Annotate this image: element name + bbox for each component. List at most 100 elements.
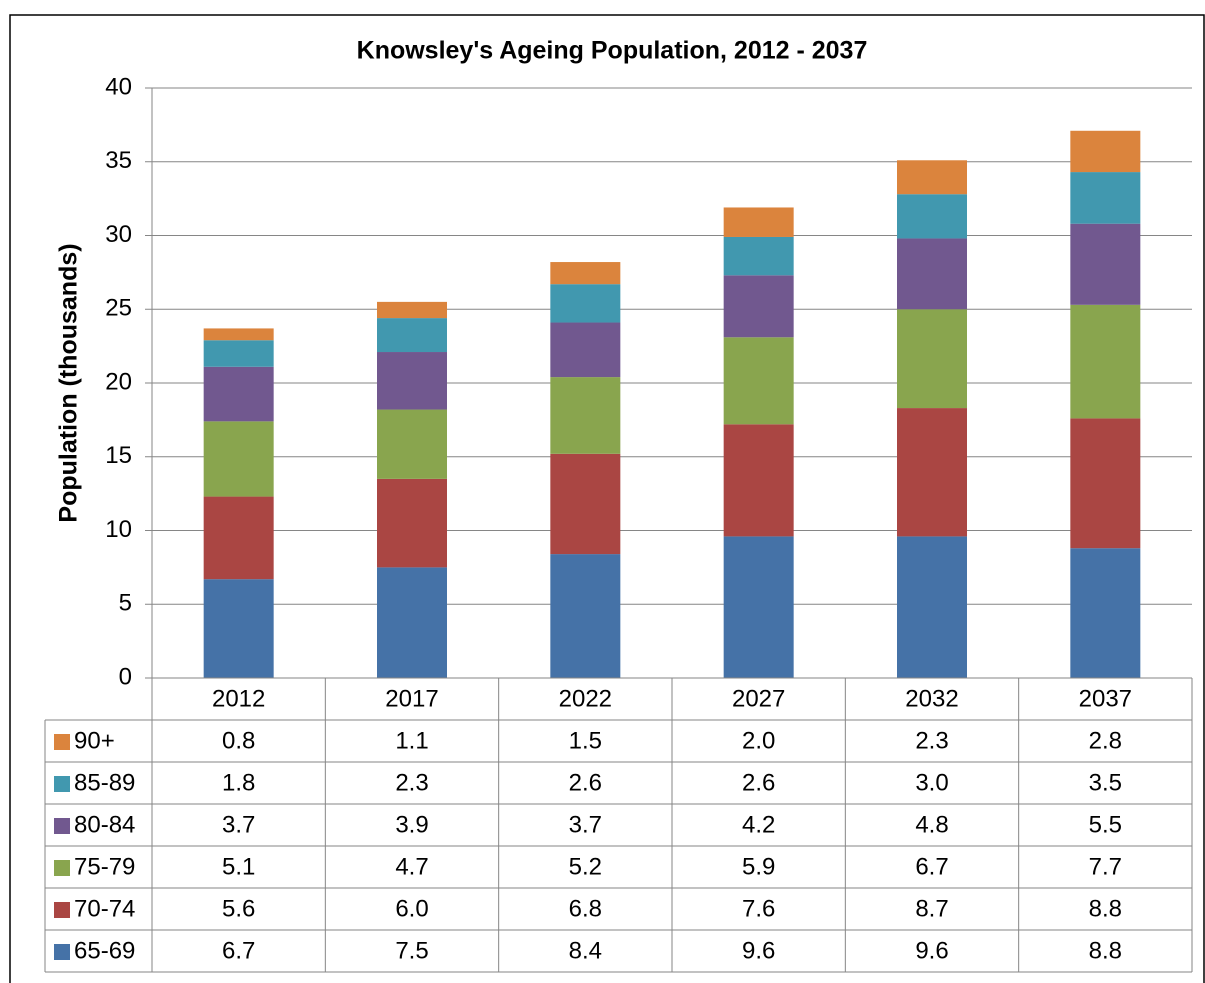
table-value: 7.6	[742, 895, 775, 922]
bar-segment	[377, 567, 447, 678]
y-tick-label: 35	[105, 147, 132, 174]
table-value: 2.8	[1089, 727, 1122, 754]
table-value: 6.8	[569, 895, 602, 922]
table-value: 1.1	[395, 727, 428, 754]
bar-segment	[550, 262, 621, 285]
x-tick-label: 2022	[559, 685, 612, 712]
bar-segment	[377, 409, 447, 479]
table-value: 2.6	[742, 769, 775, 796]
x-tick-label: 2037	[1079, 685, 1132, 712]
table-value: 1.5	[569, 727, 602, 754]
y-tick-label: 0	[119, 663, 132, 690]
legend-key	[54, 860, 70, 876]
bar-segment	[550, 453, 621, 555]
bar-segment	[377, 352, 447, 410]
bar-segment	[1070, 418, 1141, 549]
legend-key	[54, 818, 70, 834]
bar-segment	[203, 340, 274, 367]
table-value: 5.2	[569, 853, 602, 880]
legend-label: 90+	[74, 727, 115, 754]
table-value: 3.7	[569, 811, 602, 838]
table-value: 8.8	[1089, 937, 1122, 964]
table-value: 4.2	[742, 811, 775, 838]
bar-segment	[723, 536, 794, 678]
table-value: 1.8	[222, 769, 255, 796]
legend-key	[54, 776, 70, 792]
table-value: 2.6	[569, 769, 602, 796]
bar-segment	[723, 207, 794, 237]
x-tick-label: 2027	[732, 685, 785, 712]
bar-segment	[203, 496, 274, 580]
table-value: 9.6	[742, 937, 775, 964]
x-tick-label: 2032	[905, 685, 958, 712]
table-value: 2.3	[395, 769, 428, 796]
bar-segment	[203, 366, 274, 422]
table-value: 5.6	[222, 895, 255, 922]
table-value: 6.7	[915, 853, 948, 880]
table-value: 4.7	[395, 853, 428, 880]
bar-segment	[377, 478, 447, 568]
bar-segment	[723, 337, 794, 425]
bar-segment	[203, 328, 274, 341]
bar-segment	[723, 236, 794, 276]
bar-segment	[897, 309, 967, 409]
bar-segment	[1070, 130, 1141, 173]
bar-segment	[203, 421, 274, 497]
bar-segment	[1070, 304, 1141, 419]
table-value: 5.5	[1089, 811, 1122, 838]
legend-key	[54, 734, 70, 750]
bar-segment	[377, 318, 447, 353]
table-value: 3.0	[915, 769, 948, 796]
table-value: 2.0	[742, 727, 775, 754]
table-value: 3.7	[222, 811, 255, 838]
x-tick-label: 2012	[212, 685, 265, 712]
bar-segment	[550, 322, 621, 378]
legend-label: 70-74	[74, 895, 135, 922]
legend-key	[54, 902, 70, 918]
table-value: 7.5	[395, 937, 428, 964]
bar-segment	[1070, 172, 1141, 224]
legend-label: 80-84	[74, 811, 135, 838]
bar-segment	[550, 554, 621, 678]
table-value: 3.5	[1089, 769, 1122, 796]
table-value: 7.7	[1089, 853, 1122, 880]
y-axis-label: Population (thousands)	[55, 243, 83, 522]
bar-segment	[723, 275, 794, 338]
table-value: 5.9	[742, 853, 775, 880]
y-tick-label: 30	[105, 221, 132, 248]
y-tick-label: 10	[105, 516, 132, 543]
bar-segment	[1070, 548, 1141, 678]
bar-segment	[897, 194, 967, 239]
y-tick-label: 20	[105, 368, 132, 395]
bar-segment	[550, 377, 621, 454]
table-value: 8.4	[569, 937, 602, 964]
table-value: 8.8	[1089, 895, 1122, 922]
bar-segment	[897, 238, 967, 310]
bar-segment	[897, 160, 967, 195]
y-tick-label: 40	[105, 73, 132, 100]
table-value: 0.8	[222, 727, 255, 754]
bar-segment	[723, 424, 794, 537]
bar-segment	[377, 301, 447, 319]
chart-title: Knowsley's Ageing Population, 2012 - 203…	[357, 37, 868, 65]
bar-segment	[1070, 223, 1141, 305]
y-tick-label: 25	[105, 295, 132, 322]
legend-label: 85-89	[74, 769, 135, 796]
table-value: 6.0	[395, 895, 428, 922]
legend-label: 75-79	[74, 853, 135, 880]
bar-segment	[897, 408, 967, 537]
y-tick-label: 5	[119, 590, 132, 617]
bar-segment	[203, 579, 274, 678]
table-value: 5.1	[222, 853, 255, 880]
table-value: 2.3	[915, 727, 948, 754]
table-value: 8.7	[915, 895, 948, 922]
bar-segment	[550, 284, 621, 323]
table-value: 4.8	[915, 811, 948, 838]
table-value: 3.9	[395, 811, 428, 838]
table-value: 6.7	[222, 937, 255, 964]
legend-key	[54, 944, 70, 960]
x-tick-label: 2017	[385, 685, 438, 712]
legend-label: 65-69	[74, 937, 135, 964]
